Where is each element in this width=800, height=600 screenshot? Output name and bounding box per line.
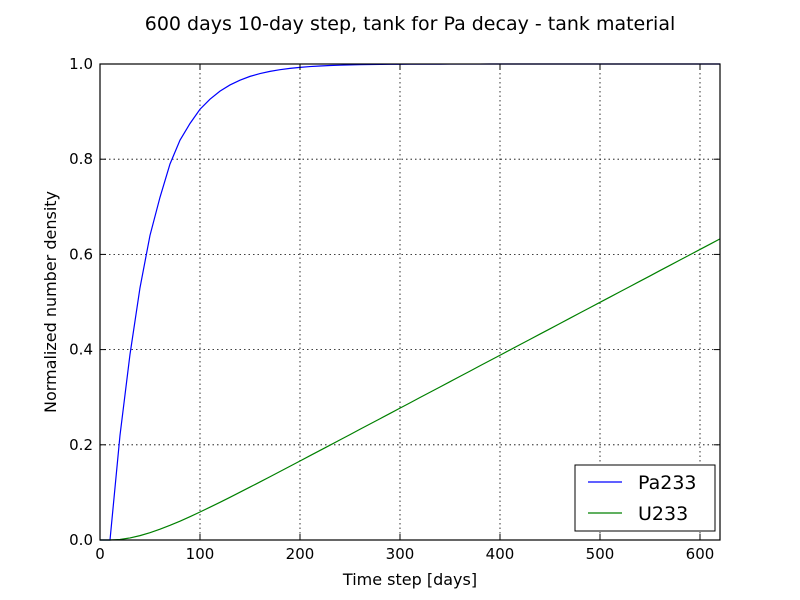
x-tick-label: 0 [95,545,105,563]
y-axis-label: Normalized number density [41,191,60,413]
y-tick-label: 0.0 [69,531,93,549]
chart-title: 600 days 10-day step, tank for Pa decay … [145,13,676,35]
x-tick-label: 500 [586,545,615,563]
x-tick-label: 600 [686,545,715,563]
plot-frame [99,63,721,541]
x-tick-label: 100 [186,545,215,563]
ticks: 0 100 200 300 400 500 600 0.0 0.2 0.4 0.6 0.8 1.0 [69,55,720,563]
x-tick-label: 400 [486,545,515,563]
y-tick-label: 0.2 [69,436,93,454]
y-tick-label: 1.0 [69,55,93,73]
x-axis-label: Time step [days] [342,570,477,589]
y-tick-label: 0.6 [69,245,93,263]
legend: Pa233 U233 [574,464,716,532]
legend-label-pa233: Pa233 [638,472,697,494]
y-tick-label: 0.4 [69,341,93,359]
series-line-u233 [100,238,721,541]
legend-box [574,464,716,532]
x-tick-label: 300 [386,545,415,563]
x-tick-label: 200 [286,545,315,563]
y-tick-label: 0.8 [69,150,93,168]
legend-label-u233: U233 [638,503,688,525]
